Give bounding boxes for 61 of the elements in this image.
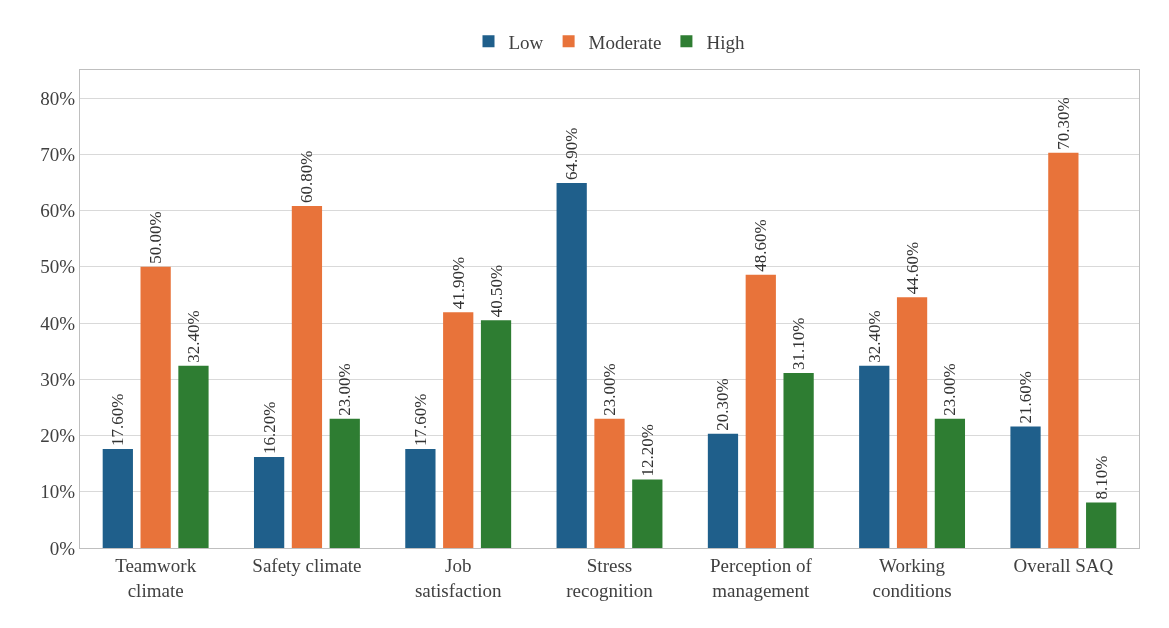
bar [783,373,814,548]
bar [1010,426,1041,548]
bar [102,449,133,548]
data-label: 23.00% [600,363,619,416]
data-label: 20.30% [713,378,733,431]
y-tick-label: 40% [40,312,76,334]
bar [934,418,966,548]
data-label: 60.80% [297,150,317,204]
data-label: 50.00% [146,211,166,264]
bar [480,320,512,548]
x-tick-label: Perception of management [709,554,813,601]
data-label: 41.90% [448,256,468,310]
data-label: 31.10% [789,317,809,371]
data-label: 21.60% [1016,371,1036,424]
data-label: 23.00% [940,363,960,416]
bar [1086,502,1117,548]
data-label: 40.50% [486,264,506,318]
legend-label: High [706,31,745,53]
data-label: 12.20% [637,423,657,477]
x-tick-label: Working conditions [872,554,952,601]
data-label: 16.20% [259,401,279,454]
x-tick-label: Stress recognition [566,554,654,601]
legend-label: Moderate [588,31,662,53]
bar [329,418,360,548]
y-tick-label: 80% [40,87,76,109]
bar [556,183,587,548]
bar [896,297,928,548]
bar [859,365,890,548]
y-tick-label: 0% [49,537,76,559]
bar [745,274,776,548]
bar [291,206,323,548]
bar [253,456,285,548]
data-label: 17.60% [410,393,430,447]
data-label: 70.30% [1053,97,1073,150]
bar [632,479,663,548]
y-tick-label: 70% [40,144,76,165]
bar [1048,152,1079,548]
bar [405,449,436,548]
bar [178,365,209,548]
y-tick-label: 10% [40,481,76,503]
y-tick-label: 50% [40,256,76,278]
bar [707,433,739,548]
x-tick-label: Safety climate [252,554,362,576]
data-label: 48.60% [751,219,771,272]
data-label: 32.40% [183,310,203,363]
bar [140,266,171,548]
y-tick-label: 20% [40,425,76,447]
data-label: 17.60% [108,393,128,447]
bar [443,312,474,548]
y-tick-label: 30% [40,368,76,390]
data-label: 32.40% [864,310,884,363]
x-tick-label: Overall SAQ [1013,554,1114,576]
x-tick-label: Teamwork climate [115,554,197,601]
legend-label: Low [508,31,544,53]
data-label: 8.10% [1091,455,1111,500]
data-label: 64.90% [562,127,582,181]
data-label: 23.00% [335,363,355,416]
data-label: 44.60% [902,241,922,295]
x-tick-label: Job satisfaction [414,554,502,601]
bar [594,418,625,548]
y-tick-label: 60% [40,200,76,222]
